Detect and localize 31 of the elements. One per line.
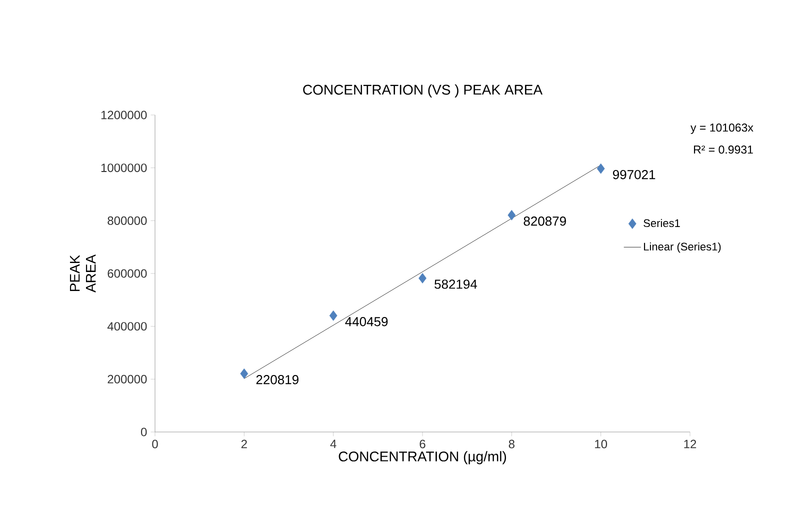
data-label: 440459 <box>345 317 388 326</box>
point <box>240 368 248 379</box>
y-tick-label: 200000 <box>108 374 147 384</box>
data-label: 582194 <box>434 280 478 289</box>
x-tick-label: 6 <box>420 440 426 448</box>
legend-label: Series1 <box>644 218 680 228</box>
point <box>418 272 426 284</box>
x-tick-label: 4 <box>330 440 336 448</box>
x-tick-label: 8 <box>508 440 514 448</box>
x-tick-label: 12 <box>684 440 696 448</box>
data-label: 820879 <box>524 216 566 226</box>
point <box>508 210 516 220</box>
point <box>329 310 338 321</box>
data-label: 997021 <box>612 170 656 180</box>
data-label: 220819 <box>256 375 298 384</box>
x-tick-label: 2 <box>241 440 247 448</box>
y-tick-label: 400000 <box>107 322 147 331</box>
x-tick-label: 10 <box>595 440 608 448</box>
point <box>596 163 605 174</box>
y-tick-label: 1200000 <box>101 110 147 120</box>
y-tick-label: 1000000 <box>101 164 147 172</box>
text: R² = 0.9931 <box>694 146 753 154</box>
y-tick-label: 600000 <box>108 269 147 278</box>
legend-label: Linear (Series1) <box>644 242 721 253</box>
x-axis-title: CONCENTRATION (µg/ml) <box>338 451 506 464</box>
y-axis-title: PEAK AREA <box>70 254 96 293</box>
chart-title: CONCENTRATION (VS ) PEAK AREA <box>303 84 543 98</box>
y-tick-label: 0 <box>141 428 147 436</box>
x-tick-label: 0 <box>152 440 158 448</box>
y-tick-label: 800000 <box>108 216 147 225</box>
text: y = 101063x <box>690 124 754 134</box>
